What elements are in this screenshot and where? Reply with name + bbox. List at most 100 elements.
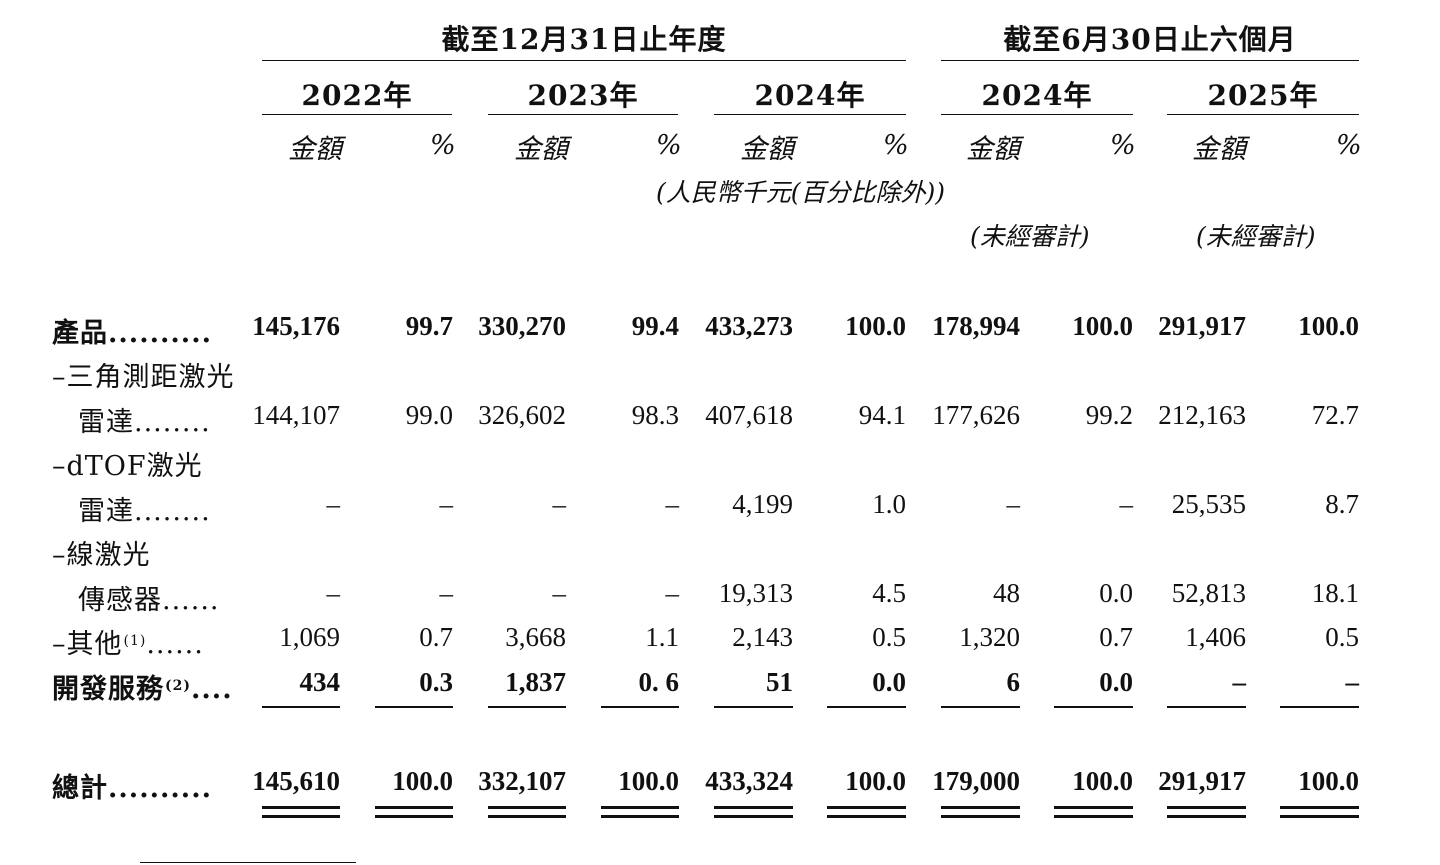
year-header-1: 2022年 [301, 79, 413, 112]
cell-total-c5: 433,324 [705, 766, 793, 796]
cell-r5-c4: 1.1 [645, 622, 679, 652]
total-double-rule-9-2 [1167, 815, 1246, 818]
total-double-rule-1-1 [262, 806, 340, 809]
cell-r6-c3: 1,837 [505, 667, 566, 697]
group-rule-year [262, 60, 906, 61]
cell-r3-c1: – [326, 489, 341, 519]
total-double-rule-9-1 [1167, 806, 1246, 809]
cell-total-c10: 100.0 [1298, 766, 1359, 796]
percent-label-5: % [1336, 130, 1362, 161]
cell-r2-c1: 144,107 [252, 400, 340, 430]
row-label-total: 總計.......... [52, 773, 212, 804]
subtotal-rule-9 [1167, 706, 1246, 708]
cell-r5-c6: 0.5 [872, 622, 906, 652]
cell-r2-c2: 99.0 [405, 400, 453, 430]
total-double-rule-10-2 [1280, 815, 1359, 818]
subtotal-rule-6 [827, 706, 906, 708]
cell-r5-c8: 0.7 [1099, 622, 1133, 652]
row-label-others: –其他(1)...... [52, 622, 204, 661]
group-rule-half [941, 60, 1359, 61]
row-sublabel-triangulation-lidar: 雷達........ [78, 407, 211, 438]
year-rule-2 [488, 114, 678, 115]
year-header-3: 2024年 [754, 79, 866, 112]
year-header-5: 2025年 [1207, 79, 1319, 112]
total-double-rule-2-1 [375, 806, 453, 809]
cell-r3-c3: – [552, 489, 567, 519]
cell-r5-c7: 1,320 [959, 622, 1020, 652]
subtotal-rule-1 [262, 706, 340, 708]
subtotal-rule-2 [375, 706, 453, 708]
footnote-separator [140, 862, 356, 863]
total-double-rule-6-1 [827, 806, 906, 809]
cell-r5-c1: 1,069 [279, 622, 340, 652]
cell-r4-c4: – [665, 578, 680, 608]
unaudited-note-1: (未經審計) [970, 222, 1090, 251]
subtotal-rule-4 [601, 706, 679, 708]
cell-r1-c7: 178,994 [932, 311, 1020, 341]
cell-r2-c3: 326,602 [478, 400, 566, 430]
group-header-half: 截至6月30日止六個月 [1003, 23, 1297, 56]
cell-r3-c4: – [665, 489, 680, 519]
cell-r1-c8: 100.0 [1072, 311, 1133, 341]
cell-r1-c4: 99.4 [631, 311, 679, 341]
cell-r2-c7: 177,626 [932, 400, 1020, 430]
footnote-ref-1: (1) [123, 633, 147, 649]
cell-r1-c5: 433,273 [705, 311, 793, 341]
percent-label-4: % [1110, 130, 1136, 161]
cell-r6-c10: – [1345, 667, 1360, 697]
total-double-rule-6-2 [827, 815, 906, 818]
cell-r6-c2: 0.3 [419, 667, 453, 697]
subtotal-rule-8 [1054, 706, 1133, 708]
total-double-rule-7-1 [941, 806, 1020, 809]
cell-r1-c2: 99.7 [405, 311, 453, 341]
cell-total-c4: 100.0 [618, 766, 679, 796]
cell-r6-c7: 6 [1006, 667, 1021, 697]
cell-r1-c1: 145,176 [252, 311, 340, 341]
cell-r1-c6: 100.0 [845, 311, 906, 341]
cell-r5-c5: 2,143 [732, 622, 793, 652]
subtotal-rule-10 [1280, 706, 1359, 708]
year-header-2: 2023年 [527, 79, 639, 112]
total-double-rule-5-2 [714, 815, 793, 818]
year-rule-4 [941, 114, 1133, 115]
amount-label-2: 金額 [514, 134, 568, 165]
year-header-4: 2024年 [981, 79, 1093, 112]
amount-label-4: 金額 [966, 134, 1020, 165]
total-double-rule-8-2 [1054, 815, 1133, 818]
total-double-rule-2-2 [375, 815, 453, 818]
row-sublabel-dtof-lidar: 雷達........ [78, 496, 211, 527]
cell-total-c3: 332,107 [478, 766, 566, 796]
cell-total-c6: 100.0 [845, 766, 906, 796]
cell-r5-c3: 3,668 [505, 622, 566, 652]
cell-r3-c9: 25,535 [1171, 489, 1246, 519]
cell-r3-c10: 8.7 [1325, 489, 1359, 519]
cell-r6-c1: 434 [299, 667, 341, 697]
total-double-rule-1-2 [262, 815, 340, 818]
row-label-dtof-lidar: –dTOF激光 [52, 451, 203, 482]
cell-r4-c9: 52,813 [1171, 578, 1246, 608]
row-label-line-laser-sensor: –線激光 [52, 540, 151, 571]
cell-r2-c10: 72.7 [1311, 400, 1359, 430]
total-double-rule-5-1 [714, 806, 793, 809]
cell-r4-c3: – [552, 578, 567, 608]
cell-r3-c8: – [1119, 489, 1134, 519]
cell-r4-c2: – [439, 578, 454, 608]
cell-r1-c3: 330,270 [478, 311, 566, 341]
total-double-rule-8-1 [1054, 806, 1133, 809]
row-label-others-text: –其他 [52, 629, 123, 660]
total-double-rule-4-1 [601, 806, 679, 809]
cell-r3-c7: – [1006, 489, 1021, 519]
total-double-rule-7-2 [941, 815, 1020, 818]
cell-r4-c6: 4.5 [872, 578, 906, 608]
cell-r2-c6: 94.1 [858, 400, 906, 430]
subtotal-rule-5 [714, 706, 793, 708]
cell-r6-c9: – [1232, 667, 1247, 697]
year-rule-3 [714, 114, 906, 115]
subtotal-rule-3 [488, 706, 566, 708]
cell-total-c1: 145,610 [252, 766, 340, 796]
cell-r2-c4: 98.3 [631, 400, 679, 430]
total-double-rule-3-1 [488, 806, 566, 809]
footnote-ref-2: (2) [165, 678, 191, 694]
cell-r5-c2: 0.7 [419, 622, 453, 652]
row-label-others-leader: ...... [146, 629, 204, 660]
